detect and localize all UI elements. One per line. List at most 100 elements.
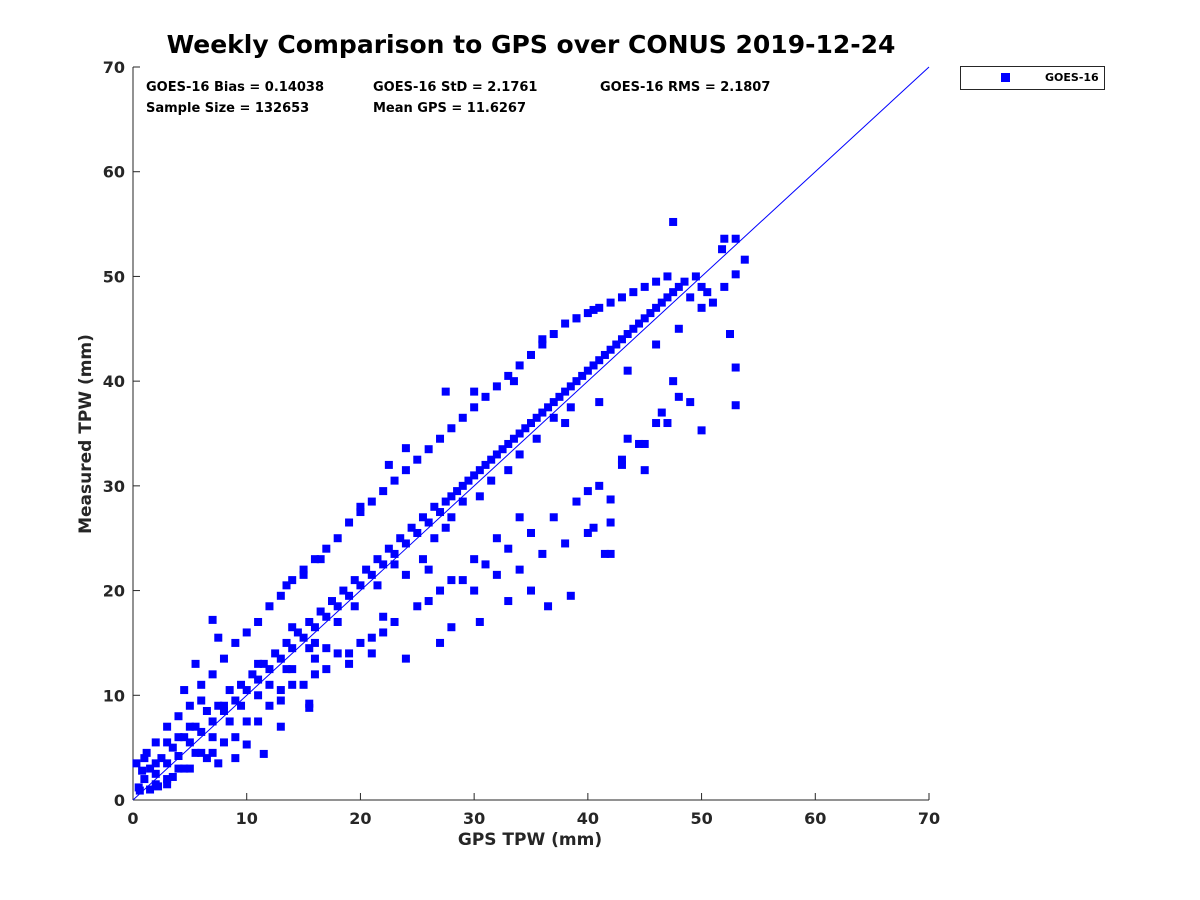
data-point (561, 387, 570, 396)
data-point (379, 487, 388, 496)
data-point (225, 717, 234, 726)
data-point (731, 234, 740, 243)
data-point (242, 740, 251, 749)
data-point (401, 466, 410, 475)
data-point (549, 330, 558, 339)
chart-title: Weekly Comparison to GPS over CONUS 2019… (166, 30, 896, 59)
data-point (288, 623, 297, 632)
data-point (322, 665, 331, 674)
y-tick-label: 10 (103, 686, 125, 705)
data-point (310, 623, 319, 632)
data-point (310, 638, 319, 647)
data-point (697, 426, 706, 435)
data-point (208, 717, 217, 726)
data-point (191, 722, 200, 731)
data-point (333, 649, 342, 658)
data-point (640, 314, 649, 323)
data-point (504, 439, 513, 448)
data-point (231, 696, 240, 705)
data-point (441, 523, 450, 532)
data-point (146, 764, 155, 773)
data-point (532, 434, 541, 443)
data-point (731, 270, 740, 279)
data-point (174, 752, 183, 761)
data-point (219, 654, 228, 663)
data-point (572, 497, 581, 506)
data-point (740, 255, 749, 264)
data-point (322, 612, 331, 621)
data-point (219, 701, 228, 710)
data-point (310, 555, 319, 564)
data-point (731, 363, 740, 372)
data-point (549, 413, 558, 422)
data-point (345, 649, 354, 658)
data-point (310, 670, 319, 679)
data-point (407, 523, 416, 532)
data-point (168, 743, 177, 752)
data-point (135, 786, 144, 795)
data-point (180, 764, 189, 773)
data-point (293, 628, 302, 637)
data-point (657, 408, 666, 417)
data-point (185, 701, 194, 710)
y-tick-label: 70 (103, 58, 125, 77)
data-point (219, 738, 228, 747)
data-point (384, 544, 393, 553)
data-point (151, 769, 160, 778)
data-point (140, 775, 149, 784)
data-point (322, 544, 331, 553)
data-point (413, 528, 422, 537)
data-point (328, 597, 336, 606)
data-point (606, 298, 615, 307)
data-point (521, 424, 530, 433)
data-point (208, 748, 217, 757)
data-point (163, 759, 172, 768)
data-point (447, 623, 456, 632)
data-point (356, 508, 365, 517)
data-point (276, 591, 285, 600)
x-axis-label: GPS TPW (mm) (457, 830, 603, 850)
y-tick-label: 50 (103, 267, 125, 286)
data-point (492, 570, 501, 579)
data-point (316, 607, 325, 616)
data-point (384, 460, 393, 469)
data-point (447, 576, 456, 585)
data-point (555, 392, 564, 401)
data-point (652, 419, 661, 428)
data-point (652, 277, 661, 286)
data-point (475, 466, 484, 475)
data-point (697, 282, 706, 291)
data-point (379, 560, 388, 569)
data-point (282, 665, 291, 674)
data-point (168, 772, 177, 781)
data-point (345, 659, 354, 668)
data-point (441, 497, 450, 506)
data-point (720, 234, 729, 243)
data-point (544, 602, 553, 611)
data-point (157, 754, 166, 763)
data-point (640, 466, 649, 475)
data-point (538, 408, 547, 417)
y-tick-label: 40 (103, 372, 125, 391)
data-point (703, 288, 712, 297)
x-tick-label: 60 (804, 809, 826, 828)
data-point (237, 680, 246, 689)
data-point (475, 617, 484, 626)
data-point (606, 345, 615, 354)
data-point (231, 733, 240, 742)
data-point (663, 272, 672, 281)
data-point (669, 288, 678, 297)
data-point (225, 686, 234, 695)
data-point (436, 586, 445, 595)
data-point (458, 497, 467, 506)
data-point (561, 419, 570, 428)
y-tick-label: 0 (114, 791, 125, 810)
data-point (436, 508, 445, 517)
data-point (718, 245, 727, 254)
data-point (151, 738, 160, 747)
data-point (623, 330, 632, 339)
data-point (430, 534, 439, 543)
data-point (470, 403, 479, 412)
